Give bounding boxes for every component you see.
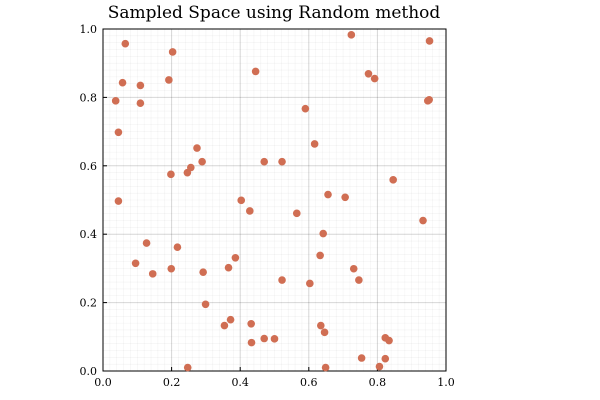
data-point [183,168,192,177]
data-point [316,251,324,260]
plot-frame [102,28,447,372]
y-tick-label: 0.2 [80,297,98,310]
data-point [165,76,173,84]
data-point [142,239,151,247]
x-tick-label: 0.4 [231,376,249,389]
data-point [237,196,246,205]
data-point [247,338,256,347]
data-point [201,300,210,309]
data-point [324,190,332,199]
x-tick-label: 0.8 [369,376,387,389]
data-point [131,259,140,268]
data-point [370,74,379,83]
data-point [355,276,363,284]
data-points [111,31,434,372]
y-tick-label: 0.8 [80,91,98,104]
x-tick-labels: 0.0 0.2 0.4 0.6 0.8 1.0 [94,376,455,389]
data-point [111,97,120,105]
major-grid [103,29,446,371]
data-point [381,354,390,363]
y-tick-label: 0.0 [80,365,98,378]
data-point [364,70,373,78]
data-point [306,279,314,288]
data-point [278,276,286,284]
data-point [246,207,254,215]
data-point [310,140,319,148]
data-point [121,39,130,48]
data-point [114,128,123,137]
data-point [419,216,427,225]
data-point [199,268,207,276]
data-point [167,264,176,273]
data-point [278,157,286,166]
data-point [193,144,201,152]
data-point [349,264,358,273]
data-point [260,334,269,343]
data-point [220,321,229,330]
data-point [168,48,177,56]
data-point [136,81,145,90]
x-tick-label: 1.0 [437,376,455,389]
axis-ticks [102,28,447,372]
data-point [320,328,329,337]
data-point [317,321,325,330]
data-point [321,363,330,372]
data-point [167,170,175,179]
y-tick-label: 0.6 [80,160,98,173]
data-point [260,157,269,166]
data-point [347,31,356,39]
x-tick-label: 0.2 [163,376,181,389]
data-point [231,253,240,262]
y-tick-label: 0.4 [80,228,98,241]
data-point [292,209,301,218]
data-point [389,176,397,184]
data-point [224,263,233,272]
y-tick-label: 1.0 [80,23,98,36]
data-point [247,320,255,328]
data-point [375,362,384,371]
data-point [114,197,123,205]
data-point [385,336,393,345]
data-point [136,99,145,108]
data-point [148,270,157,278]
x-tick-label: 0.6 [300,376,318,389]
data-point [270,335,279,343]
data-point [183,363,192,372]
data-point [198,157,206,166]
minor-grid [103,29,446,371]
data-point [319,229,328,238]
data-point [341,193,349,202]
x-tick-label: 0.0 [94,376,112,389]
data-point [226,315,235,324]
y-tick-labels: 0.0 0.2 0.4 0.6 0.8 1.0 [80,23,98,378]
data-point [251,67,260,76]
data-point [173,243,182,251]
chart-title: Sampled Space using Random method [108,3,441,23]
data-point [424,97,432,105]
data-point [425,37,434,45]
data-point [357,354,366,362]
data-point [118,78,127,87]
data-point [301,104,310,113]
